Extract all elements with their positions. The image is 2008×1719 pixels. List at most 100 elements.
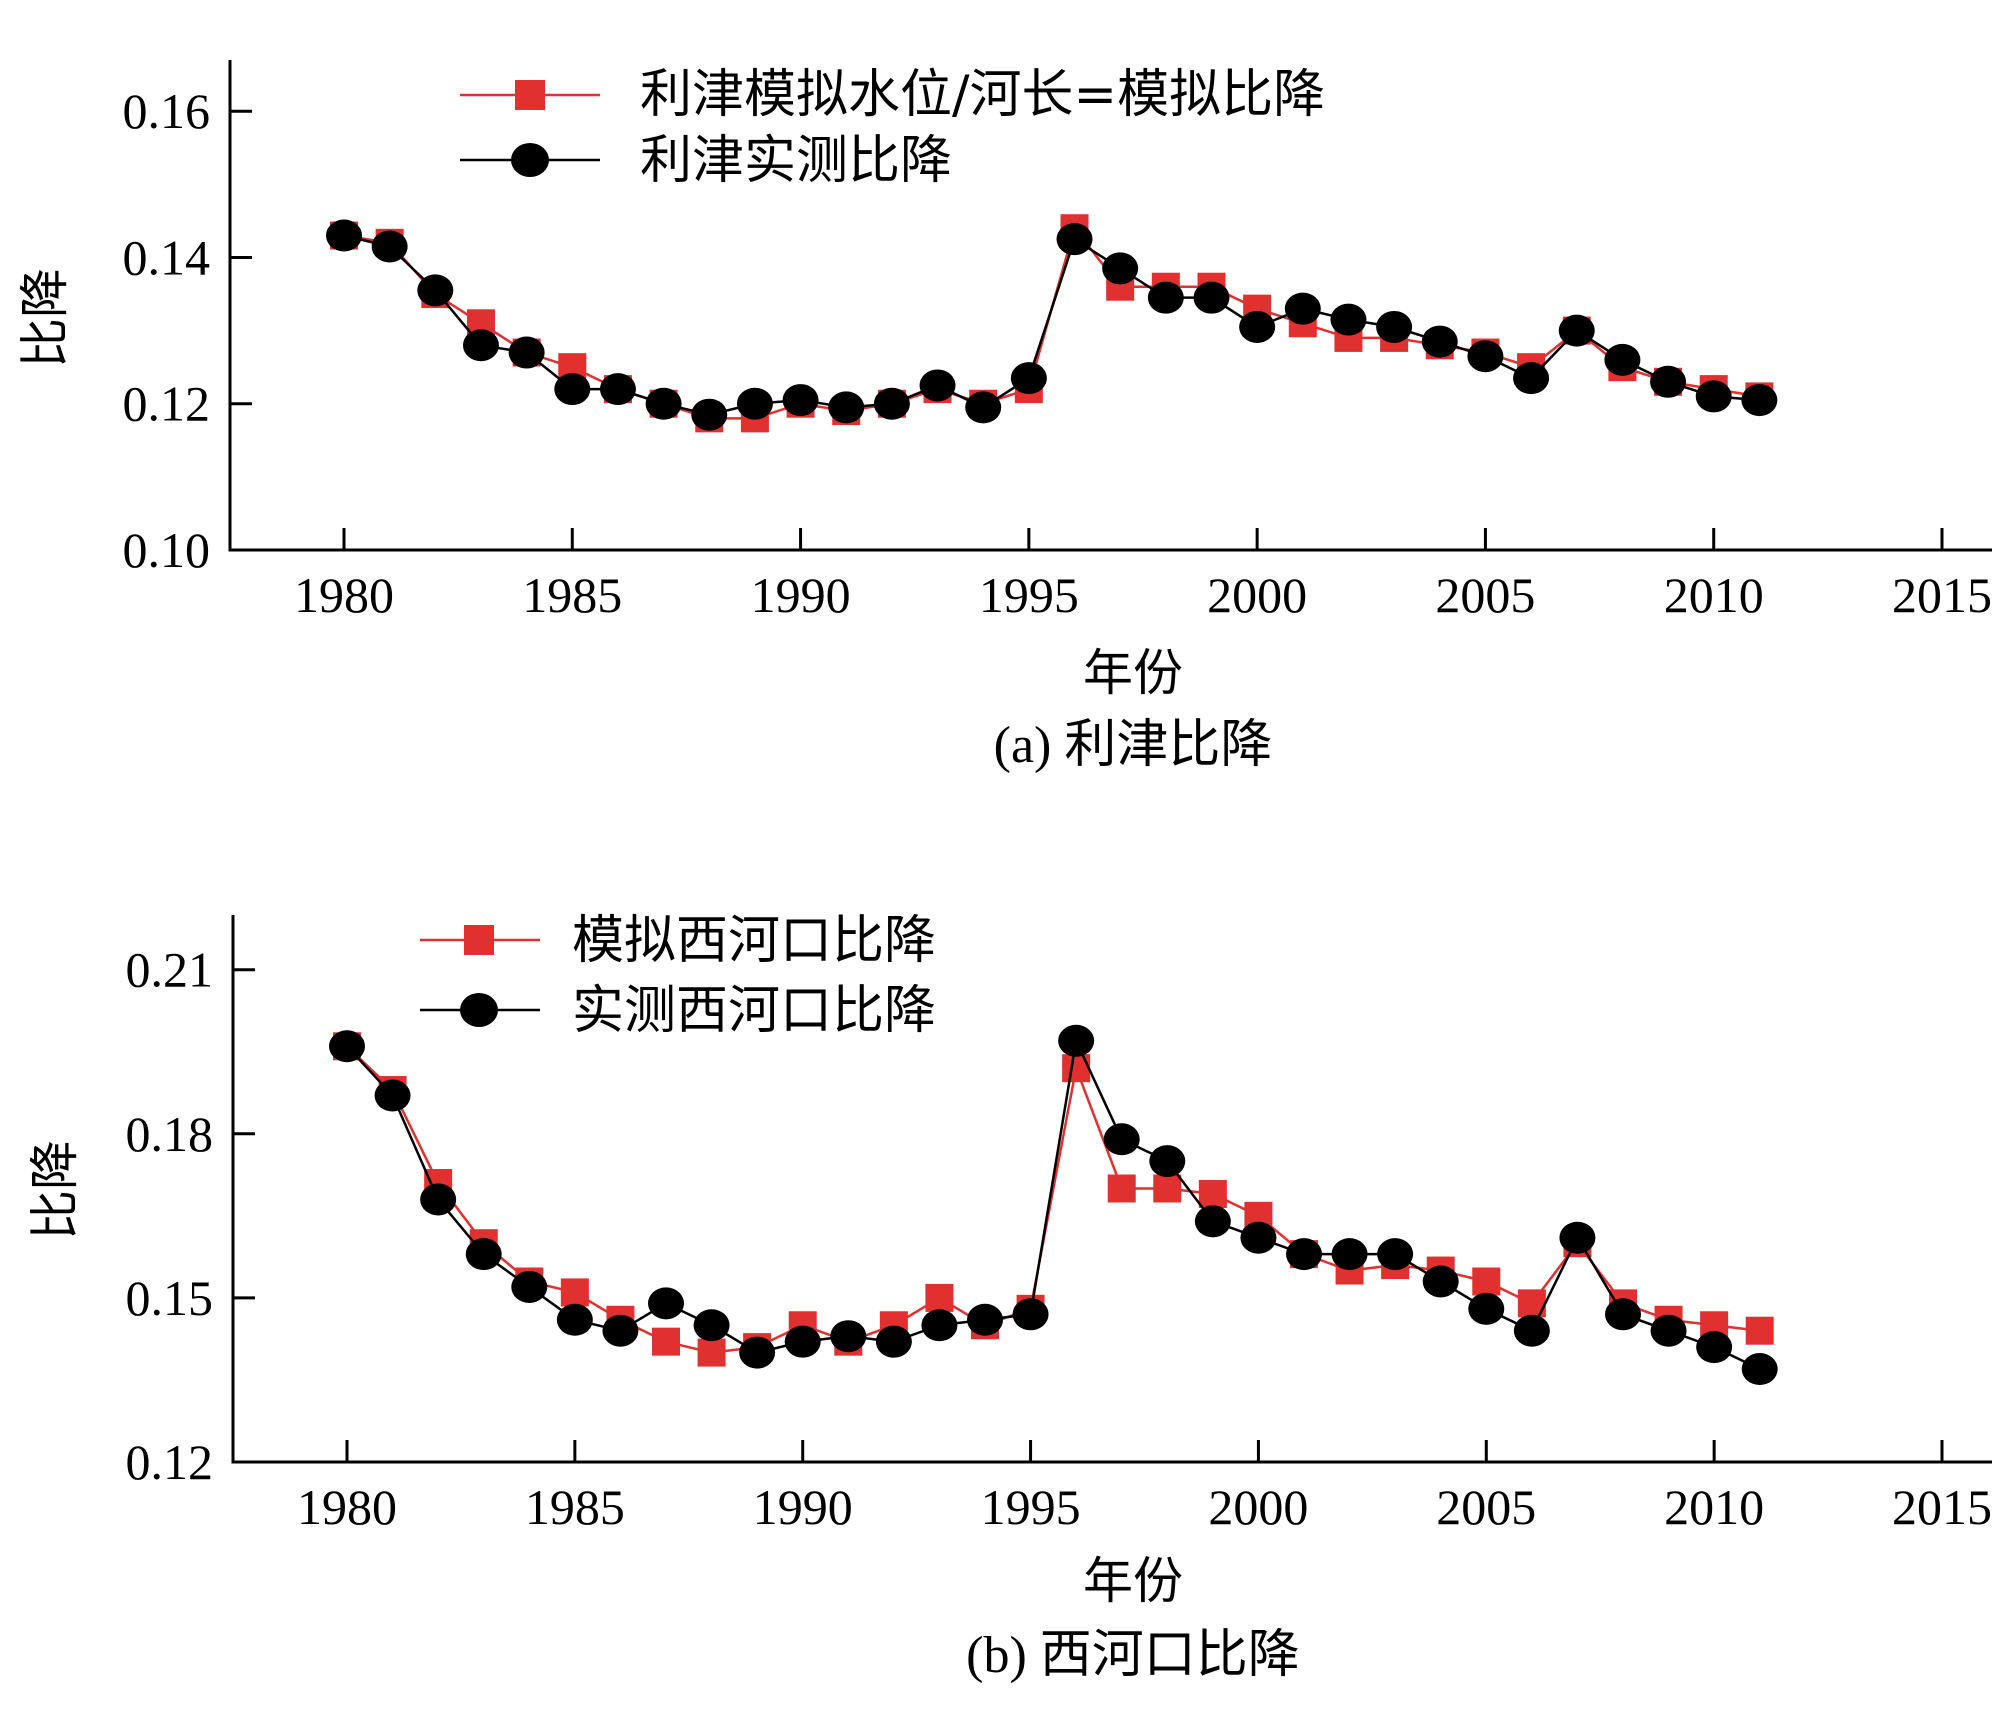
x-tick-label: 1990 <box>751 567 851 623</box>
panel-b-chart: 1980 1985 1990 1995 2000 2005 2010 2015 0.12 0.15… <box>26 911 1992 1684</box>
observed-point <box>1149 1145 1186 1178</box>
observed-point <box>1239 310 1276 343</box>
observed-point <box>1605 1298 1641 1331</box>
observed-point <box>1741 1353 1778 1386</box>
observed-point <box>1376 310 1413 343</box>
observed-point <box>1193 281 1230 314</box>
observed-point <box>1467 340 1504 373</box>
x-tick-label: 2010 <box>1664 1479 1764 1535</box>
observed-point <box>784 1325 821 1358</box>
simulated-point <box>1198 1179 1227 1208</box>
observed-point <box>1695 380 1732 413</box>
y-tick-label: 0.21 <box>126 942 214 998</box>
x-tick-label: 1980 <box>294 567 394 623</box>
observed-point <box>1422 1265 1459 1298</box>
x-tick-label: 1980 <box>297 1479 397 1535</box>
observed-point <box>1331 1238 1368 1271</box>
observed-point <box>1194 1205 1231 1238</box>
observed-point <box>693 1309 730 1342</box>
observed-point <box>1056 223 1093 256</box>
x-tick-label: 2005 <box>1435 567 1535 623</box>
simulated-point <box>560 1278 589 1307</box>
y-tick-label: 0.16 <box>123 83 211 139</box>
observed-point <box>329 1030 365 1063</box>
observed-point <box>602 1314 639 1347</box>
observed-point <box>1012 1298 1049 1331</box>
legend-sim-marker <box>464 925 494 955</box>
observed-point <box>556 1303 593 1336</box>
observed-point <box>967 1303 1003 1336</box>
observed-point <box>736 387 773 420</box>
panel-a-axes <box>228 60 1992 552</box>
y-tick-label: 0.15 <box>126 1270 214 1326</box>
legend-sim-marker <box>515 80 545 110</box>
simulated-point <box>1472 1267 1501 1296</box>
panel-a-ylabel: 比降 <box>16 268 74 368</box>
observed-point <box>782 384 819 417</box>
legend-obs-marker <box>460 993 498 1027</box>
observed-point <box>417 274 454 307</box>
simulated-point <box>925 1283 954 1312</box>
x-tick-label: 1995 <box>981 1479 1081 1535</box>
y-tick-label: 0.18 <box>126 1106 214 1162</box>
simulated-point <box>1745 1316 1774 1345</box>
observed-point <box>1513 1314 1550 1347</box>
observed-point <box>828 391 865 424</box>
observed-point <box>648 1287 684 1320</box>
observed-point <box>875 1325 912 1358</box>
x-tick-label: 1995 <box>979 567 1079 623</box>
legend-obs-marker <box>511 143 549 177</box>
observed-point <box>1468 1292 1505 1325</box>
panel-a-series <box>326 214 1778 433</box>
observed-point <box>1330 303 1367 336</box>
observed-point <box>1103 1123 1140 1156</box>
observed-point <box>1558 314 1595 347</box>
simulated-point <box>697 1338 726 1367</box>
observed-point <box>645 387 682 420</box>
observed-point <box>420 1183 457 1216</box>
x-tick-label: 1985 <box>525 1479 625 1535</box>
y-tick-label: 0.14 <box>123 229 211 285</box>
observed-point <box>1650 365 1687 398</box>
observed-point <box>921 1309 958 1342</box>
observed-point <box>873 387 910 420</box>
legend-obs-label: 实测西河口比降 <box>572 981 936 1041</box>
x-tick-label: 2015 <box>1892 567 1992 623</box>
observed-point <box>1240 1221 1277 1254</box>
legend-sim-label: 模拟西河口比降 <box>572 911 936 971</box>
observed-point <box>1513 362 1550 395</box>
panel-b-caption: (b) 西河口比降 <box>966 1627 1300 1684</box>
panel-a-xlabel: 年份 <box>1083 644 1183 702</box>
simulated-point <box>1153 1174 1182 1203</box>
panel-a-caption: (a) 利津比降 <box>994 717 1273 774</box>
observed-point <box>326 219 362 252</box>
legend-sim-label: 利津模拟水位/河长=模拟比降 <box>640 65 1325 125</box>
x-tick-label: 2000 <box>1207 567 1307 623</box>
legend-obs-label: 利津实测比降 <box>640 131 952 191</box>
panel-b-xlabel: 年份 <box>1083 1552 1183 1610</box>
y-tick-label: 0.12 <box>123 376 211 432</box>
y-tick-label: 0.12 <box>126 1434 214 1490</box>
x-tick-label: 1990 <box>753 1479 853 1535</box>
observed-point <box>1650 1314 1687 1347</box>
panel-a-ticks: 1980 1985 1990 1995 2000 2005 2010 2015 0.10 0.12… <box>123 83 1993 623</box>
observed-point <box>830 1320 867 1353</box>
simulated-point <box>652 1327 680 1356</box>
simulated-point <box>1062 1054 1091 1083</box>
panel-b-ticks: 1980 1985 1990 1995 2000 2005 2010 2015 0.12 0.15… <box>126 942 1993 1535</box>
observed-point <box>374 1079 411 1112</box>
panel-a-chart: 1980 1985 1990 1995 2000 2005 2010 2015 0.10 0.12… <box>16 60 1992 774</box>
observed-point <box>511 1270 548 1303</box>
observed-point <box>1147 281 1184 314</box>
observed-point <box>1696 1331 1733 1364</box>
observed-point <box>1741 384 1778 417</box>
panel-b-ylabel: 比降 <box>26 1140 84 1240</box>
observed-point <box>371 230 408 263</box>
simulated-point <box>1107 1174 1136 1203</box>
observed-point <box>1377 1238 1414 1271</box>
x-tick-label: 2005 <box>1436 1479 1536 1535</box>
observed-point <box>1058 1024 1095 1057</box>
observed-point <box>965 391 1002 424</box>
observed-point <box>1284 292 1321 325</box>
observed-point <box>462 329 499 362</box>
